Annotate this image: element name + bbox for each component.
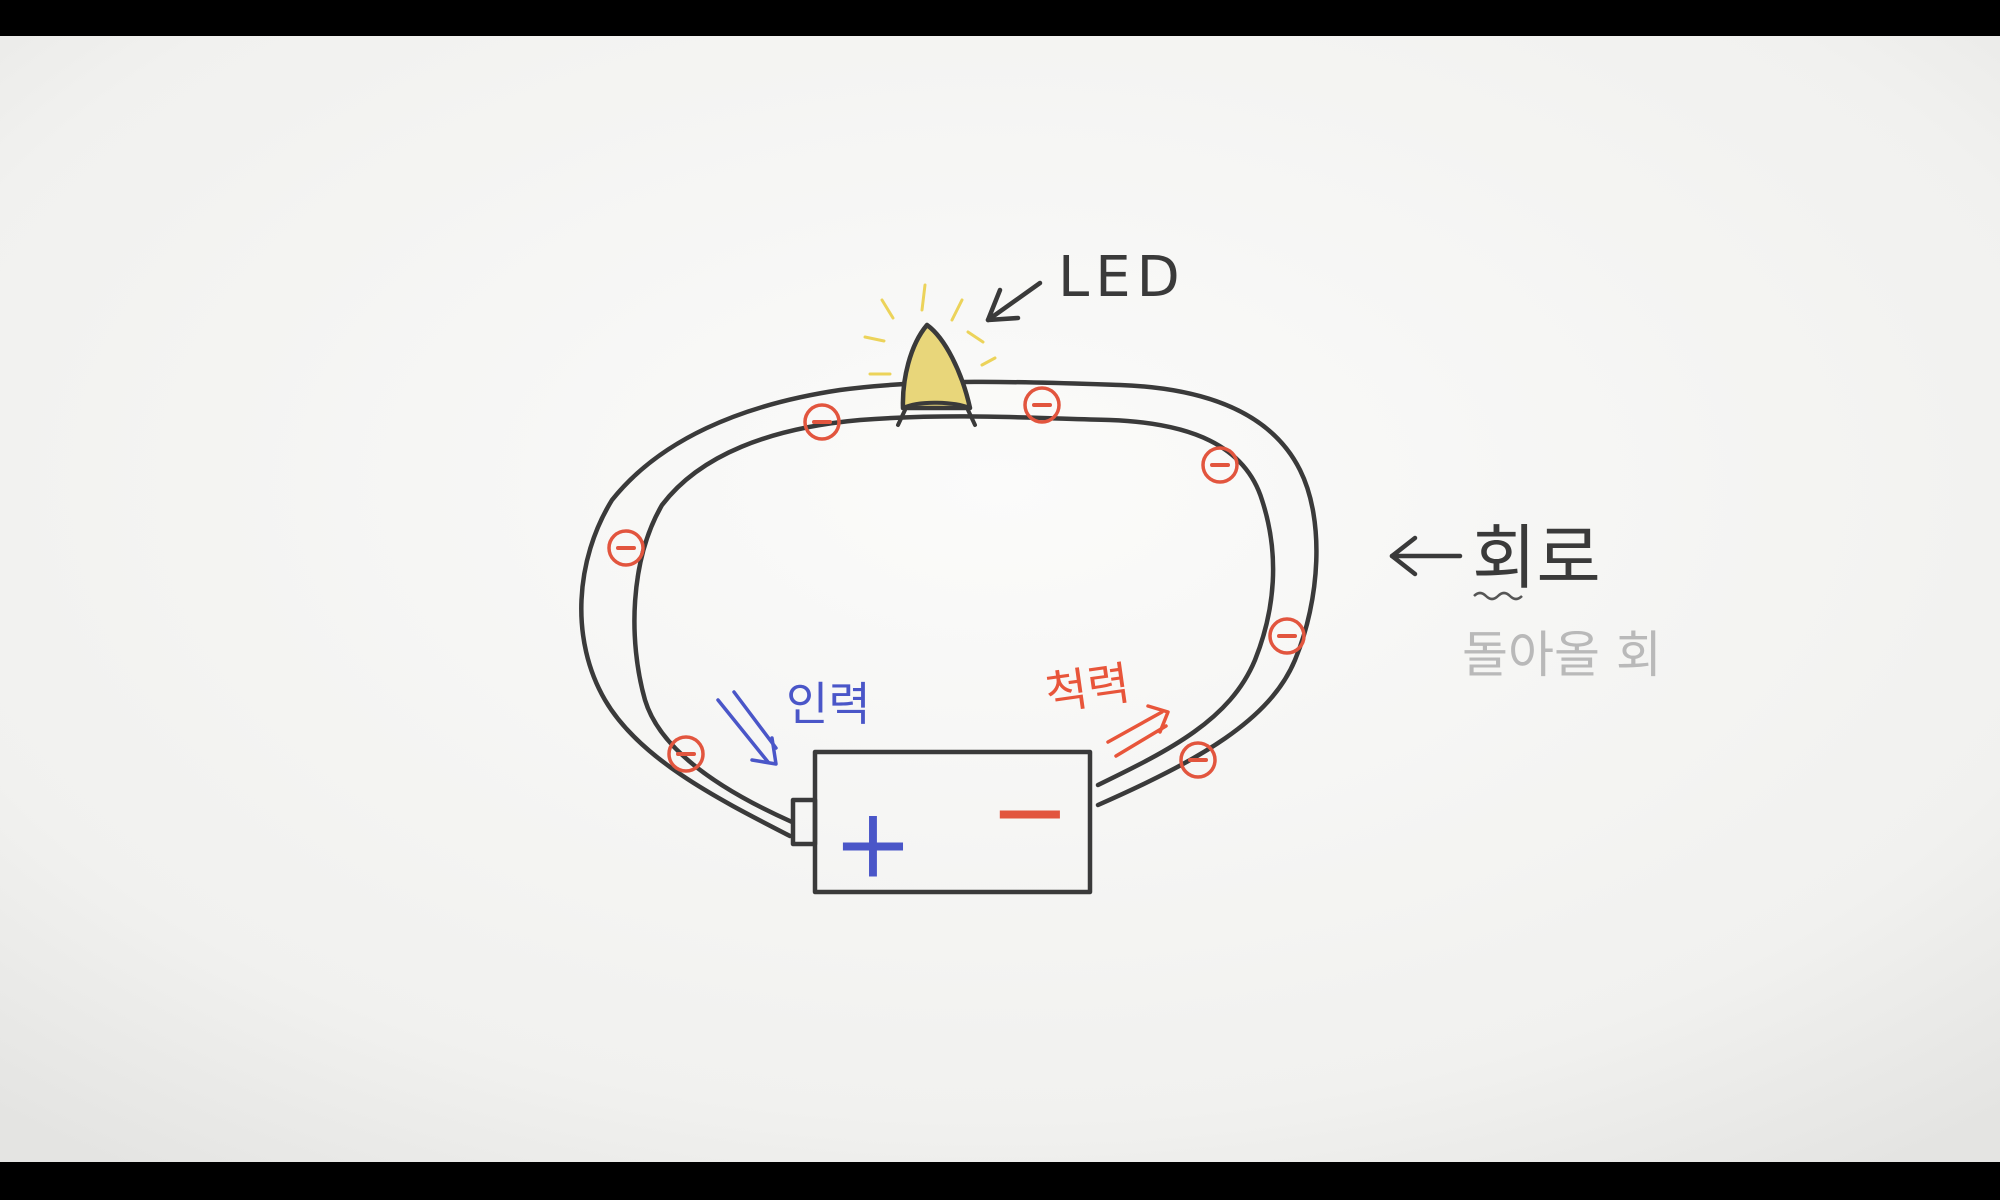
led-pointer <box>985 280 1043 323</box>
circuit-underline <box>1473 591 1523 601</box>
circuit-label: 회로 <box>1472 517 1601 599</box>
left-arrow-icon <box>1389 535 1463 577</box>
repulsion-arrow <box>1106 704 1170 758</box>
letterbox-top <box>0 0 2000 36</box>
circuit-meaning: 돌아올 회 <box>1462 626 1662 684</box>
attraction-label: 인력 <box>786 677 871 731</box>
battery-icon <box>790 749 1093 895</box>
paper-background <box>0 36 2000 1162</box>
battery-minus-terminal: − <box>990 755 1070 867</box>
led-bulb-icon <box>863 283 997 427</box>
letterbox-bottom <box>0 1162 2000 1200</box>
repulsion-label: 척력 <box>1042 656 1133 721</box>
attraction-arrow <box>716 690 778 766</box>
battery-plus-terminal: + <box>833 787 913 899</box>
led-label: LED <box>1058 245 1186 310</box>
